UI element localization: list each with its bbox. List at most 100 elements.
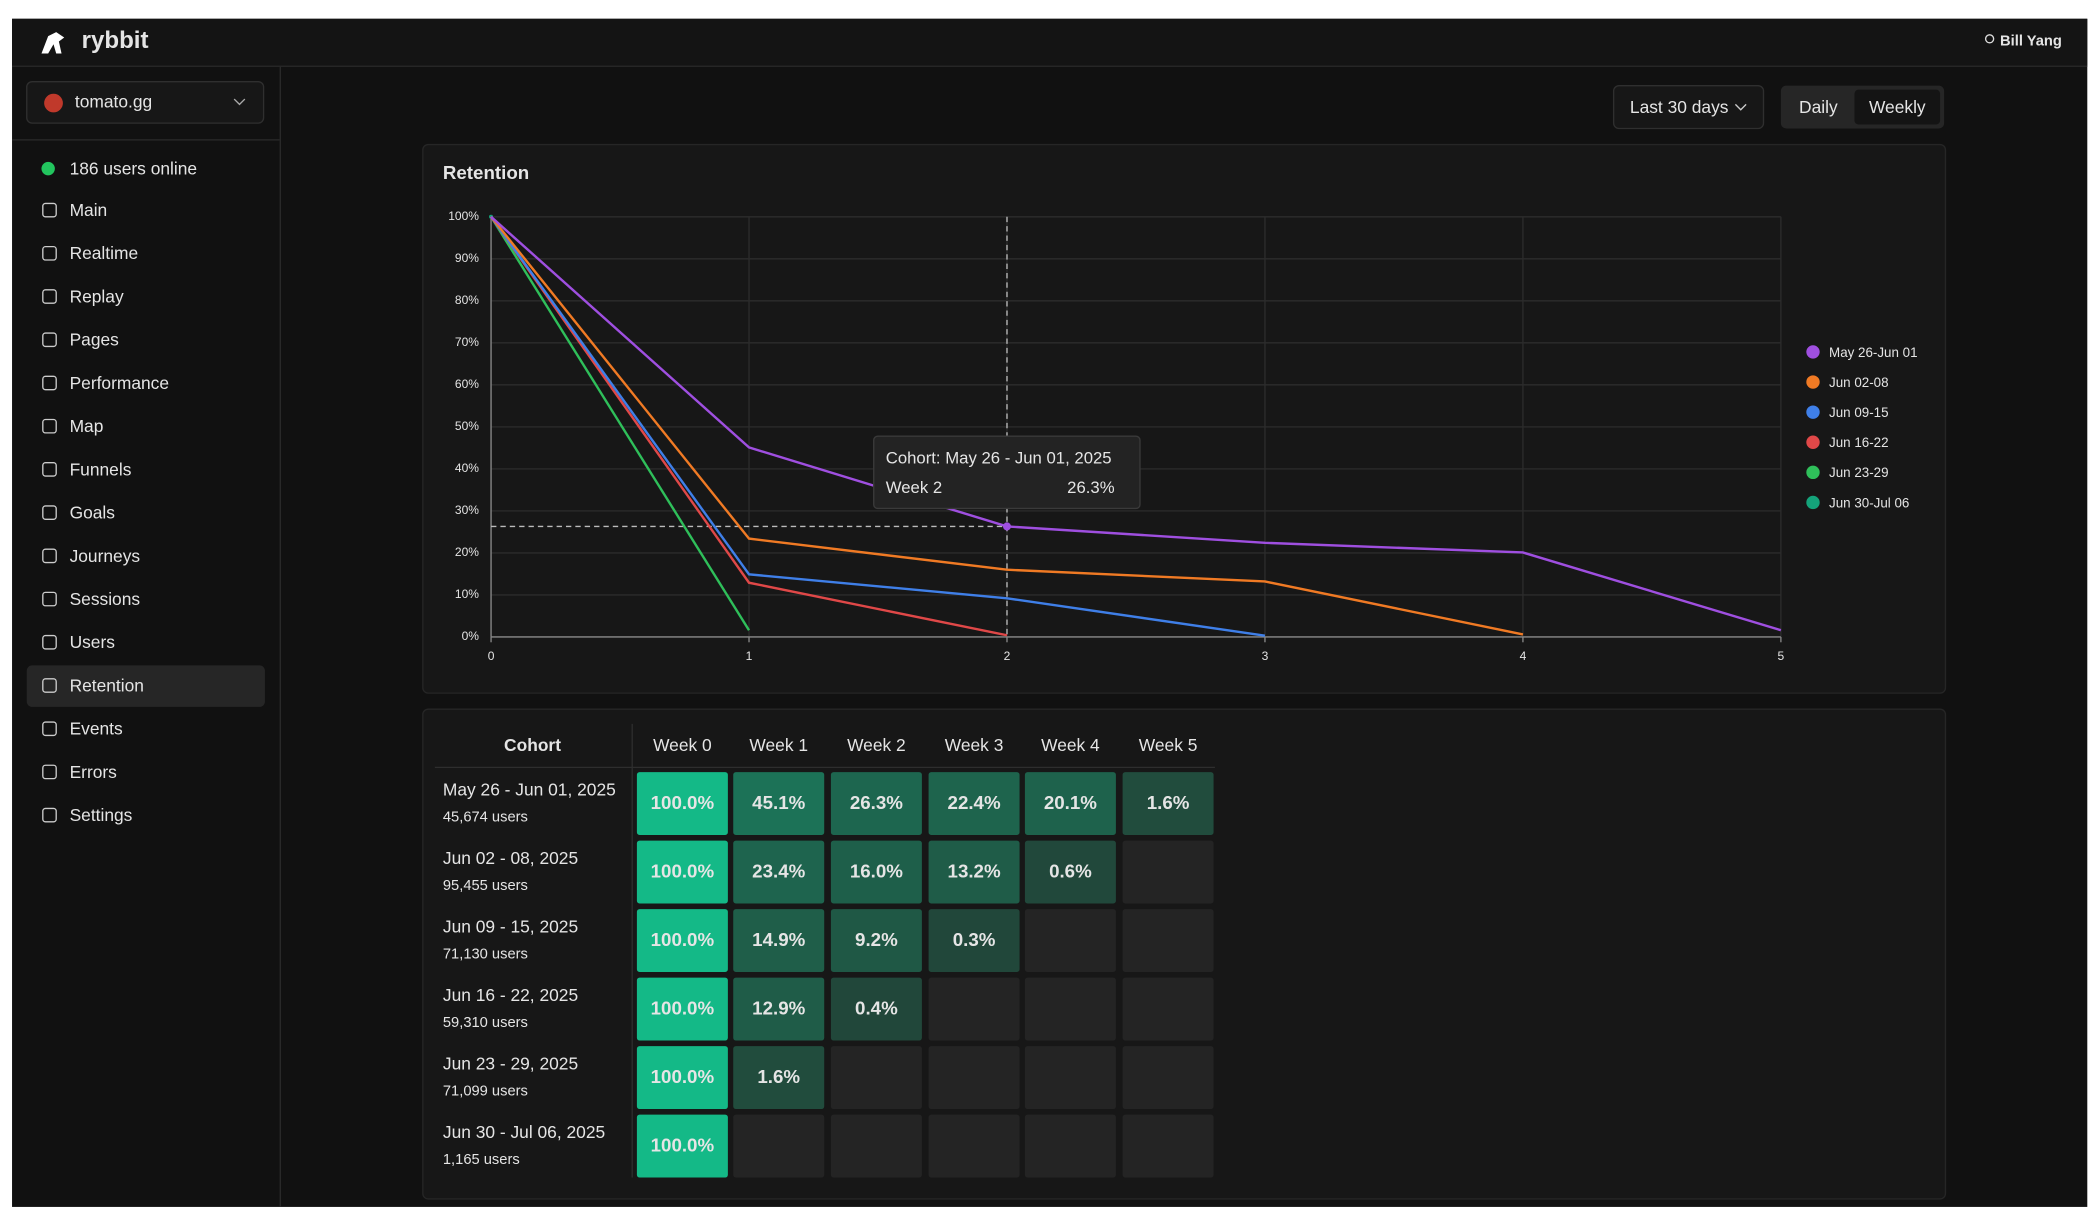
- cohort-users: 95,455 users: [443, 878, 528, 894]
- y-tick-label: 80%: [455, 293, 479, 307]
- table-header: Week 0: [653, 735, 712, 755]
- y-tick-label: 20%: [455, 545, 479, 559]
- retention-value: 1.6%: [757, 1066, 800, 1087]
- chart-title: Retention: [443, 162, 529, 183]
- retention-cell: [928, 772, 1020, 835]
- nav-item[interactable]: Map: [70, 416, 104, 436]
- legend-swatch: [1806, 495, 1820, 510]
- user-name[interactable]: Bill Yang: [2000, 33, 2062, 49]
- x-tick-label: 2: [1004, 649, 1011, 663]
- legend-label: Jun 02-08: [1829, 375, 1889, 390]
- legend-label: May 26-Jun 01: [1829, 345, 1917, 360]
- series-line: [490, 215, 1782, 632]
- mode-daily[interactable]: Daily: [1799, 97, 1838, 117]
- nav-item[interactable]: Funnels: [70, 459, 132, 479]
- tooltip-label: Week 2: [886, 478, 942, 497]
- site-selector[interactable]: [26, 80, 265, 124]
- y-tick-label: 60%: [455, 377, 479, 391]
- retention-cell: [636, 909, 728, 972]
- legend-label: Jun 30-Jul 06: [1829, 495, 1909, 510]
- series-line: [490, 216, 1008, 637]
- site-icon: [44, 93, 63, 113]
- legend-label: Jun 23-29: [1829, 465, 1889, 480]
- nav-icon: [42, 332, 57, 348]
- retention-cell: [1024, 1114, 1116, 1178]
- y-tick-label: 40%: [455, 461, 479, 475]
- cohort-label: Jun 02 - 08, 2025: [443, 848, 578, 868]
- nav-item[interactable]: Replay: [70, 286, 124, 306]
- y-tick-label: 30%: [455, 503, 479, 517]
- table-header: Week 4: [1041, 735, 1100, 755]
- retention-value: 26.3%: [850, 792, 903, 813]
- nav-item[interactable]: Events: [70, 719, 123, 739]
- brand: rybbit: [82, 27, 149, 54]
- retention-cell: [733, 1114, 825, 1178]
- retention-cell: [1122, 840, 1214, 904]
- retention-cell: [636, 1046, 728, 1109]
- nav-icon: [42, 591, 57, 607]
- retention-cell: [1024, 909, 1116, 972]
- retention-value: 20.1%: [1044, 792, 1097, 813]
- nav-item[interactable]: Realtime: [70, 243, 139, 263]
- nav-item[interactable]: Main: [70, 200, 108, 220]
- cohort-label: Jun 09 - 15, 2025: [443, 916, 578, 936]
- nav-icon: [42, 634, 57, 650]
- retention-cell: [733, 1046, 825, 1109]
- cohort-users: 1,165 users: [443, 1152, 520, 1168]
- series-line: [490, 216, 1266, 637]
- retention-cell: [733, 909, 825, 972]
- retention-cell: [830, 909, 922, 972]
- table-header: Week 1: [749, 735, 808, 755]
- retention-value: 13.2%: [948, 861, 1001, 882]
- nav-item[interactable]: Goals: [70, 503, 116, 523]
- retention-value: 23.4%: [752, 861, 805, 882]
- nav-item[interactable]: Errors: [70, 762, 118, 782]
- retention-cell: [928, 977, 1020, 1041]
- retention-cell: [830, 977, 922, 1041]
- retention-cell: [1024, 977, 1116, 1041]
- retention-cell: [928, 1114, 1020, 1178]
- retention-value: 0.6%: [1049, 861, 1092, 882]
- retention-cell: [1122, 772, 1214, 835]
- retention-value: 100.0%: [651, 1135, 715, 1156]
- retention-cell: [636, 772, 728, 835]
- nav-item[interactable]: Users: [70, 632, 116, 652]
- x-tick-label: 3: [1262, 649, 1269, 663]
- retention-cell: [1024, 1046, 1116, 1109]
- nav-item[interactable]: Sessions: [70, 589, 141, 609]
- retention-cell: [1024, 772, 1116, 835]
- retention-cell: [830, 840, 922, 904]
- nav-item[interactable]: Retention: [70, 675, 144, 695]
- mode-weekly[interactable]: Weekly: [1869, 97, 1926, 117]
- nav-icon: [42, 418, 57, 434]
- legend-swatch: [1806, 435, 1820, 449]
- mode-active-bg: [1854, 89, 1941, 125]
- y-tick-label: 90%: [455, 251, 479, 265]
- retention-value: 12.9%: [752, 998, 805, 1019]
- retention-cell: [636, 1114, 728, 1178]
- chevron: [233, 98, 246, 106]
- retention-value: 16.0%: [850, 861, 903, 882]
- retention-cell: [636, 840, 728, 904]
- nav-icon: [42, 505, 57, 520]
- nav-item[interactable]: Pages: [70, 330, 120, 350]
- nav-item[interactable]: Settings: [70, 805, 133, 825]
- series-line: [490, 216, 751, 631]
- retention-cell: [636, 977, 728, 1041]
- nav-item[interactable]: Performance: [70, 373, 169, 393]
- legend-swatch: [1806, 465, 1820, 480]
- x-tick-label: 4: [1520, 649, 1527, 663]
- retention-cell: [928, 1046, 1020, 1109]
- nav-item[interactable]: Journeys: [70, 546, 141, 566]
- series-line: [490, 216, 1524, 636]
- x-tick-label: 0: [488, 649, 495, 663]
- chevron: [1734, 103, 1747, 111]
- table-header: Week 2: [847, 735, 906, 755]
- retention-value: 45.1%: [752, 792, 805, 813]
- retention-cell: [830, 1046, 922, 1109]
- retention-value: 9.2%: [855, 929, 898, 950]
- y-tick-label: 50%: [455, 419, 479, 433]
- range-button[interactable]: [1612, 85, 1765, 130]
- cohort-label: Jun 16 - 22, 2025: [443, 985, 578, 1005]
- nav-icon: [42, 764, 57, 780]
